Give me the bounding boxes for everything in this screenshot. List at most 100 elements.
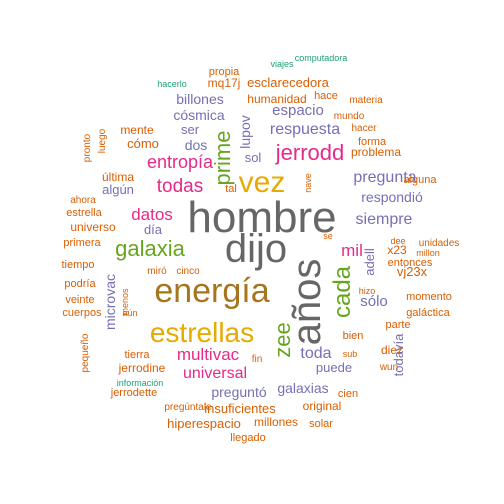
cloud-word: jerrodine: [118, 361, 166, 375]
cloud-word: mundo: [334, 111, 365, 122]
cloud-word: cósmica: [173, 107, 225, 123]
cloud-word: materia: [349, 95, 383, 106]
cloud-word: insuficientes: [204, 401, 276, 416]
cloud-word: última: [102, 170, 134, 184]
cloud-word: universo: [70, 220, 116, 234]
cloud-word: ser: [181, 122, 200, 137]
cloud-word: energía: [154, 272, 269, 310]
cloud-word: datos: [131, 205, 173, 224]
cloud-word: zee: [270, 322, 295, 357]
cloud-word: computadora: [295, 53, 348, 63]
cloud-word: toda: [300, 345, 331, 362]
cloud-word: todas: [157, 176, 203, 197]
cloud-word: millon: [416, 248, 440, 258]
cloud-word: tierra: [124, 349, 150, 361]
cloud-word: billones: [176, 91, 223, 107]
cloud-word: original: [303, 399, 342, 413]
cloud-word: cinco: [176, 266, 200, 277]
cloud-word: pequeño: [80, 333, 91, 372]
cloud-word: esclarecedora: [247, 75, 329, 90]
cloud-word: veinte: [65, 294, 94, 306]
cloud-word: multivac: [177, 345, 240, 364]
cloud-word: parte: [385, 319, 410, 331]
cloud-word: hiperespacio: [167, 416, 241, 431]
cloud-word: viajes: [270, 59, 294, 69]
cloud-word: miró: [147, 266, 167, 277]
cloud-word: dos: [185, 137, 208, 153]
cloud-word: propia: [209, 66, 240, 78]
cloud-word: hacerlo: [157, 79, 187, 89]
cloud-word: mil: [341, 241, 363, 260]
cloud-word: estrellas: [150, 317, 254, 348]
cloud-word: jerrodette: [110, 387, 157, 399]
cloud-word: microvac: [102, 274, 118, 330]
cloud-word: entonces: [388, 257, 433, 269]
cloud-word: problema: [351, 145, 401, 159]
cloud-word: primera: [63, 237, 101, 249]
cloud-word: día: [144, 222, 163, 237]
cloud-word: nave: [303, 173, 313, 193]
cloud-word: cómo: [127, 136, 159, 151]
cloud-word: unidades: [419, 238, 460, 249]
cloud-word: galáctica: [406, 307, 450, 319]
cloud-word: wun: [379, 362, 398, 373]
cloud-word: vj23x: [397, 264, 428, 279]
cloud-word: ahora: [70, 195, 96, 206]
cloud-word: estrella: [66, 207, 102, 219]
cloud-word: sub: [343, 349, 358, 359]
cloud-word: preguntó: [211, 384, 266, 400]
cloud-word: bien: [343, 330, 364, 342]
cloud-word: podría: [64, 278, 96, 290]
cloud-word: hombre: [187, 193, 336, 242]
cloud-word: mente: [120, 123, 154, 137]
cloud-word: luego: [97, 128, 108, 153]
cloud-word: vez: [239, 166, 286, 199]
cloud-word: mq17j: [208, 76, 241, 90]
cloud-word: momento: [406, 291, 452, 303]
cloud-word: espacio: [272, 102, 324, 119]
cloud-word: aún: [122, 308, 137, 318]
cloud-word: años: [285, 259, 329, 346]
cloud-word: universal: [183, 365, 247, 382]
cloud-word: menos: [120, 288, 130, 316]
cloud-word: humanidad: [247, 92, 306, 106]
cloud-word: hacer: [351, 123, 377, 134]
cloud-word: cuerpos: [62, 307, 102, 319]
cloud-word: x23: [387, 243, 407, 257]
cloud-word: todavía: [391, 333, 406, 376]
cloud-word: sólo: [360, 293, 388, 310]
cloud-word: diez: [381, 343, 403, 357]
cloud-word: pronto: [82, 133, 93, 162]
cloud-word: sol: [245, 150, 262, 165]
cloud-word: pregunta: [353, 169, 416, 186]
cloud-word: galaxias: [277, 380, 328, 396]
cloud-word: dijo: [225, 227, 287, 271]
cloud-word: respuesta: [270, 121, 340, 138]
cloud-word: puede: [316, 360, 352, 375]
cloud-word: información: [117, 378, 164, 388]
cloud-word: galaxia: [115, 236, 185, 261]
cloud-word: alguna: [403, 174, 437, 186]
cloud-word: fin: [252, 354, 263, 365]
cloud-word: se: [323, 231, 333, 241]
cloud-word: hizo: [359, 286, 376, 296]
cloud-word: algún: [102, 182, 134, 197]
cloud-word: pregúntale: [164, 402, 212, 413]
cloud-word: millones: [254, 415, 298, 429]
cloud-word: dee: [390, 236, 405, 246]
cloud-word: hace: [314, 90, 338, 102]
cloud-word: cien: [338, 388, 358, 400]
cloud-word: adell: [362, 248, 377, 276]
cloud-word: prime: [210, 130, 235, 185]
cloud-word: solar: [309, 418, 333, 430]
cloud-word: respondió: [361, 189, 423, 205]
cloud-word: tal: [225, 183, 237, 195]
cloud-word: llegado: [230, 432, 265, 444]
cloud-word: jerrodd: [275, 140, 344, 165]
cloud-word: tiempo: [61, 259, 94, 271]
cloud-word: lupov: [237, 115, 253, 148]
cloud-word: cada: [329, 265, 356, 318]
cloud-word: entropía: [147, 152, 214, 172]
cloud-word: forma: [358, 136, 387, 148]
